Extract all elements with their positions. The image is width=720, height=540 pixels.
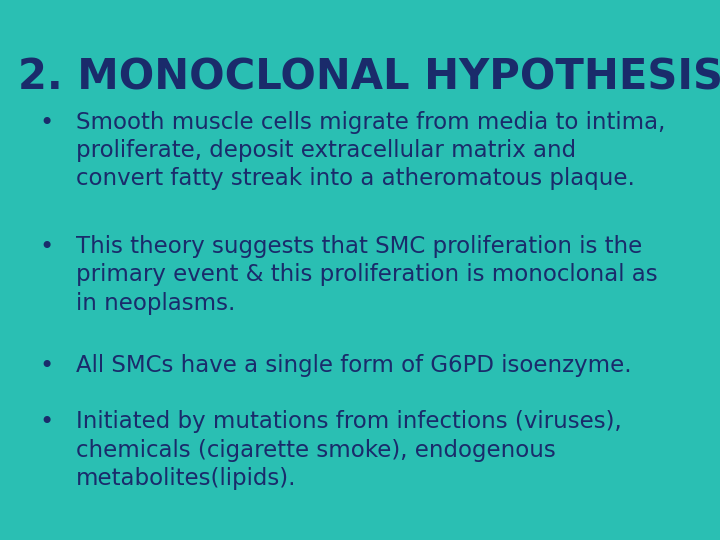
Text: All SMCs have a single form of G6PD isoenzyme.: All SMCs have a single form of G6PD isoe… [76, 354, 631, 377]
Text: Smooth muscle cells migrate from media to intima,
proliferate, deposit extracell: Smooth muscle cells migrate from media t… [76, 111, 665, 191]
Text: •: • [40, 410, 54, 434]
Text: This theory suggests that SMC proliferation is the
primary event & this prolifer: This theory suggests that SMC proliferat… [76, 235, 657, 315]
Text: •: • [40, 111, 54, 134]
Text: •: • [40, 235, 54, 259]
Text: •: • [40, 354, 54, 377]
Text: Initiated by mutations from infections (viruses),
chemicals (cigarette smoke), e: Initiated by mutations from infections (… [76, 410, 621, 490]
Text: 2. MONOCLONAL HYPOTHESIS: 2. MONOCLONAL HYPOTHESIS [18, 57, 720, 99]
